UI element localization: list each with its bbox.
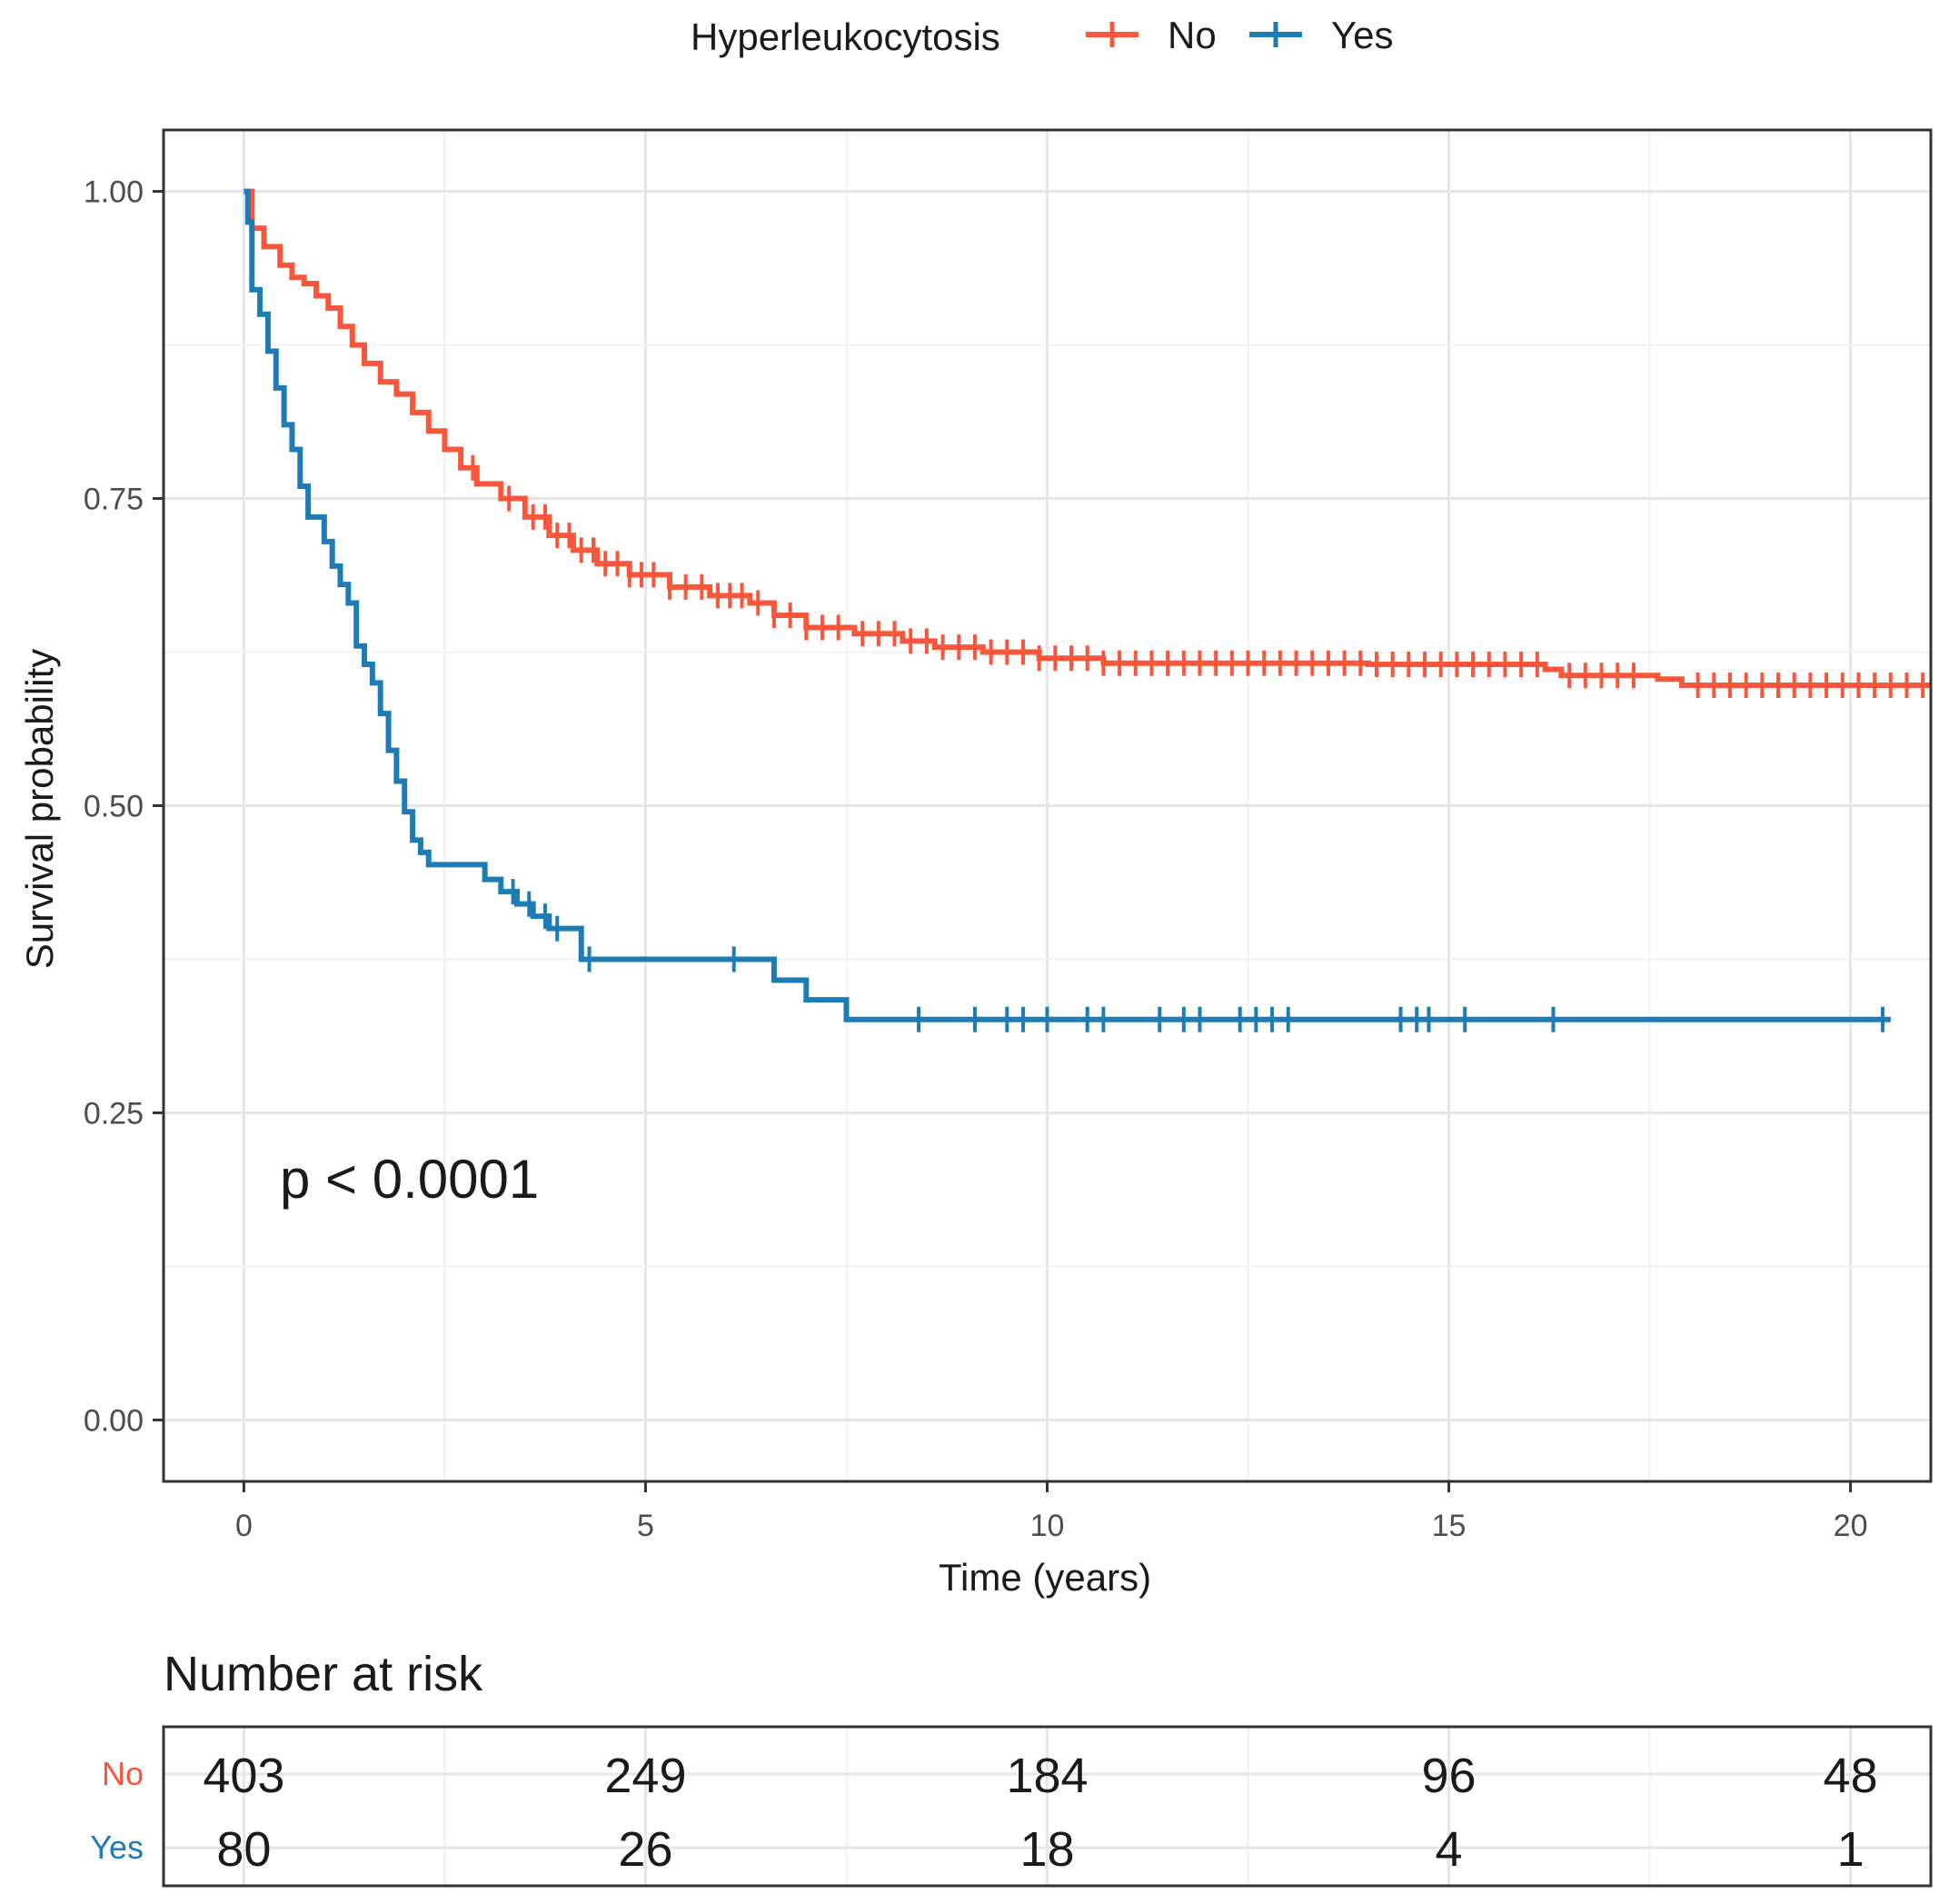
y-tick-label: 0.50 — [84, 790, 144, 824]
risk-row-label-yes: Yes — [90, 1829, 144, 1866]
survival-curve-yes — [244, 188, 1891, 1022]
x-tick-label: 5 — [637, 1509, 654, 1543]
survival-curves — [244, 188, 1931, 1032]
x-tick-label: 20 — [1834, 1509, 1868, 1543]
legend-title: Hyperleukocytosis — [691, 15, 1000, 58]
grid — [164, 130, 1931, 1481]
risk-count: 18 — [1019, 1822, 1074, 1877]
risk-count: 403 — [203, 1749, 284, 1803]
y-tick-label: 0.00 — [84, 1403, 144, 1438]
plot-area: p < 0.0001 — [162, 128, 1933, 1483]
x-tick-label: 15 — [1432, 1509, 1467, 1543]
p-value-annotation: p < 0.0001 — [280, 1149, 539, 1210]
y-tick-label: 0.25 — [84, 1096, 144, 1131]
risk-count: 26 — [618, 1822, 672, 1877]
y-tick-label: 0.75 — [84, 483, 144, 517]
axes: 0 5 10 15 20 0.00 0.25 0.50 0.75 1.00 — [84, 175, 1868, 1543]
x-axis-title: Time (years) — [939, 1556, 1151, 1599]
risk-row-label-no: No — [102, 1755, 144, 1792]
x-tick-label: 0 — [235, 1509, 253, 1543]
risk-count: 80 — [216, 1822, 271, 1877]
risk-count: 1 — [1837, 1822, 1864, 1877]
risk-count: 4 — [1436, 1822, 1463, 1877]
risk-count: 96 — [1422, 1749, 1477, 1803]
risk-table-grid — [164, 1727, 1931, 1886]
legend-item-yes: Yes — [1249, 14, 1394, 56]
risk-count: 48 — [1824, 1749, 1878, 1803]
risk-count: 184 — [1006, 1749, 1088, 1803]
legend: Hyperleukocytosis No Yes — [691, 14, 1394, 58]
legend-no-label: No — [1168, 14, 1217, 56]
y-axis-title: Survival probability — [18, 649, 61, 970]
risk-count: 249 — [604, 1749, 686, 1803]
risk-table-border — [162, 1725, 1933, 1888]
legend-yes-label: Yes — [1331, 14, 1394, 56]
x-tick-label: 10 — [1030, 1509, 1065, 1543]
risk-table-title: Number at risk — [164, 1647, 483, 1701]
y-tick-label: 1.00 — [84, 175, 144, 210]
legend-item-no: No — [1086, 14, 1217, 56]
